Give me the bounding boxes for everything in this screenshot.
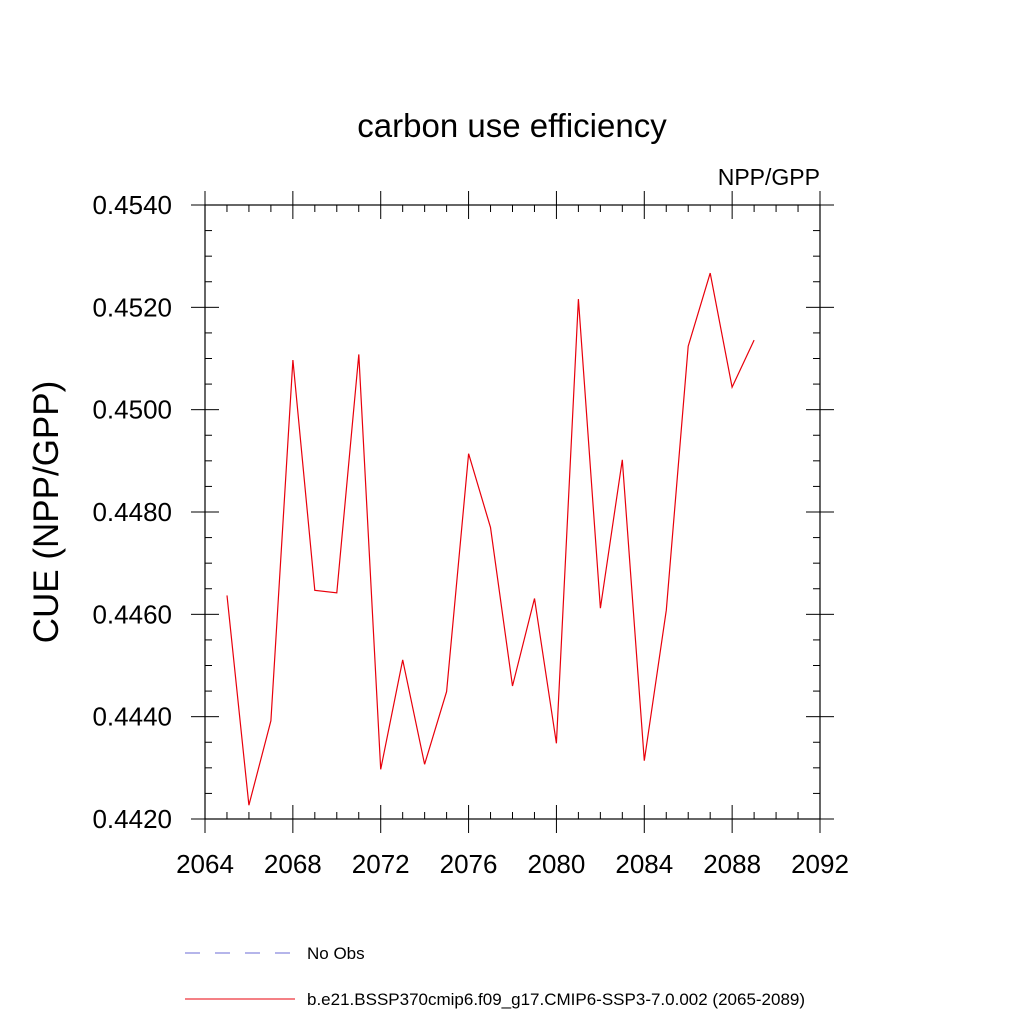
x-tick-label: 2072 bbox=[352, 849, 410, 879]
chart-subtitle: NPP/GPP bbox=[718, 164, 820, 190]
x-tick-label: 2068 bbox=[264, 849, 322, 879]
legend-label-obs: No Obs bbox=[307, 944, 365, 963]
y-tick-labels: 0.4420 0.4440 0.4460 0.4480 0.4500 0.4520 0.45… bbox=[92, 190, 172, 834]
x-tick-label: 2084 bbox=[615, 849, 673, 879]
x-tick-label: 2092 bbox=[791, 849, 849, 879]
series-group bbox=[226, 272, 755, 806]
series-line bbox=[226, 272, 755, 806]
x-tick-label: 2088 bbox=[703, 849, 761, 879]
x-tick-label: 2076 bbox=[440, 849, 498, 879]
x-tick-label: 2064 bbox=[176, 849, 234, 879]
legend: No Obs b.e21.BSSP370cmip6.f09_g17.CMIP6-… bbox=[185, 944, 805, 1009]
y-axis-label: CUE (NPP/GPP) bbox=[27, 381, 66, 644]
plot-frame bbox=[204, 204, 821, 820]
y-tick-label: 0.4480 bbox=[92, 497, 172, 527]
x-tick-label: 2080 bbox=[528, 849, 586, 879]
y-tick-label: 0.4440 bbox=[92, 702, 172, 732]
legend-label-model: b.e21.BSSP370cmip6.f09_g17.CMIP6-SSP3-7.… bbox=[307, 990, 805, 1009]
y-tick-label: 0.4520 bbox=[92, 292, 172, 322]
y-tick-label: 0.4540 bbox=[92, 190, 172, 220]
chart-title: carbon use efficiency bbox=[357, 107, 667, 144]
y-tick-label: 0.4420 bbox=[92, 804, 172, 834]
y-tick-label: 0.4460 bbox=[92, 599, 172, 629]
y-tick-label: 0.4500 bbox=[92, 395, 172, 425]
x-tick-labels: 2064 2068 2072 2076 2080 2084 2088 2092 bbox=[176, 849, 849, 879]
axis-ticks bbox=[191, 191, 834, 833]
